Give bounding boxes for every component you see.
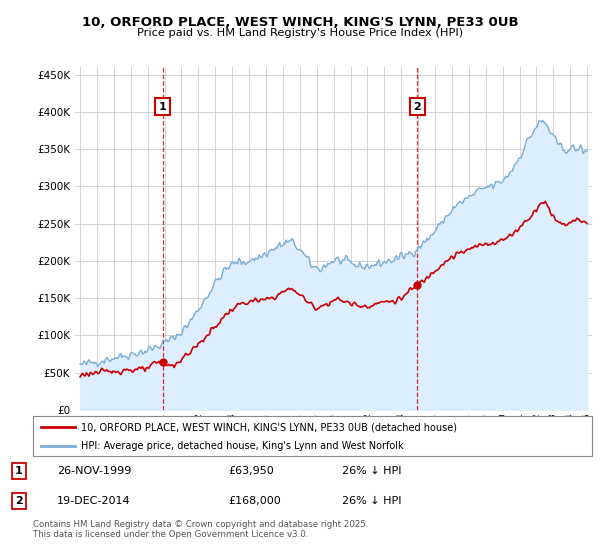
Text: 19-DEC-2014: 19-DEC-2014 <box>57 496 131 506</box>
Text: 10, ORFORD PLACE, WEST WINCH, KING'S LYNN, PE33 0UB (detached house): 10, ORFORD PLACE, WEST WINCH, KING'S LYN… <box>80 422 457 432</box>
Text: 26-NOV-1999: 26-NOV-1999 <box>57 466 131 476</box>
Text: HPI: Average price, detached house, King's Lynn and West Norfolk: HPI: Average price, detached house, King… <box>80 441 403 451</box>
Text: Contains HM Land Registry data © Crown copyright and database right 2025.
This d: Contains HM Land Registry data © Crown c… <box>33 520 368 539</box>
Text: 10, ORFORD PLACE, WEST WINCH, KING'S LYNN, PE33 0UB: 10, ORFORD PLACE, WEST WINCH, KING'S LYN… <box>82 16 518 29</box>
Text: 1: 1 <box>158 101 166 111</box>
Text: 26% ↓ HPI: 26% ↓ HPI <box>342 496 401 506</box>
Text: Price paid vs. HM Land Registry's House Price Index (HPI): Price paid vs. HM Land Registry's House … <box>137 28 463 38</box>
Text: 2: 2 <box>15 496 23 506</box>
Text: £168,000: £168,000 <box>228 496 281 506</box>
Text: 2: 2 <box>413 101 421 111</box>
Text: 26% ↓ HPI: 26% ↓ HPI <box>342 466 401 476</box>
Text: £63,950: £63,950 <box>228 466 274 476</box>
FancyBboxPatch shape <box>33 416 592 456</box>
Text: 1: 1 <box>15 466 23 476</box>
